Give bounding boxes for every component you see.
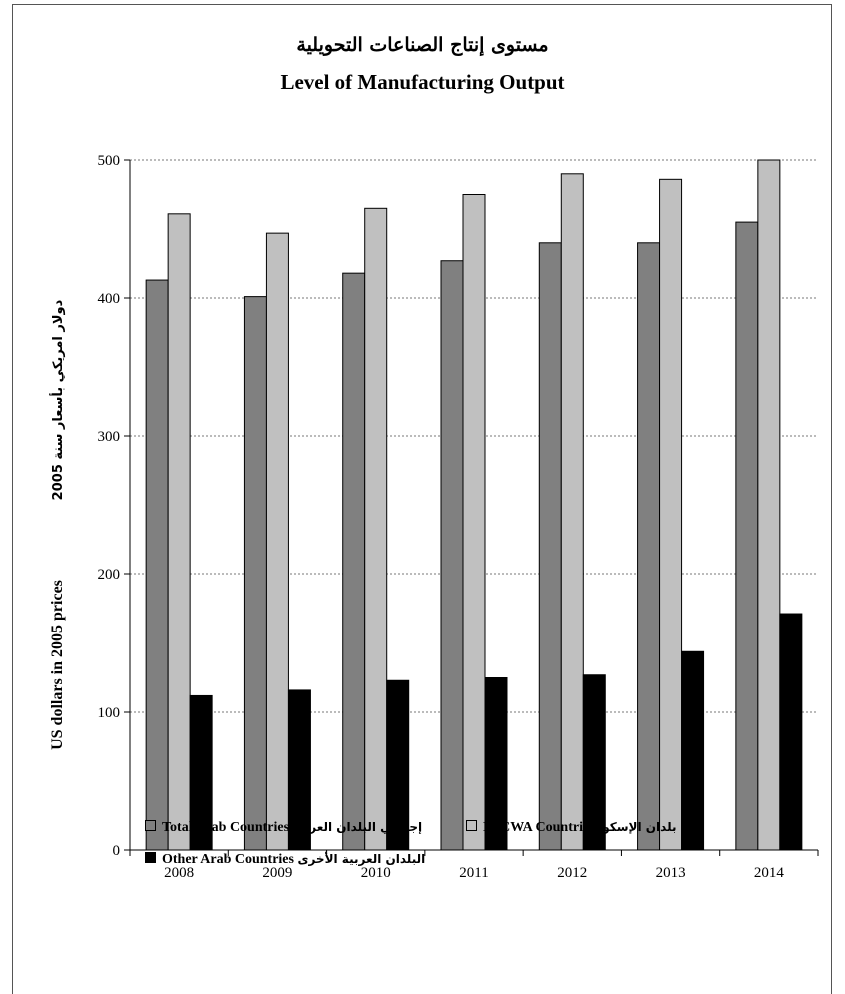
bar-other-arab-countries-2013 <box>681 650 705 851</box>
legend-label-total-arab-ar: إجمالي البلدان العربية <box>292 820 423 834</box>
bar-escwa-countries-2012 <box>560 173 584 851</box>
bar-escwa-countries-2010 <box>364 207 388 851</box>
legend-item-other-arab: Other Arab Countries البلدان العربية الأ… <box>145 852 425 868</box>
bar-total-arab-countries-2010 <box>342 272 366 851</box>
chart-title: مستوى إنتاج الصناعات التحويلية <box>296 34 549 56</box>
y-tick-label: 0 <box>113 843 121 859</box>
bar-total-arab-countries-2009 <box>243 296 267 851</box>
x-tick-label: 2013 <box>656 865 686 881</box>
legend-label-other-arab: Other Arab Countries <box>162 852 294 867</box>
legend-item-total-arab: Total Arab Countries إجمالي البلدان العر… <box>145 820 422 836</box>
bar-escwa-countries-2008 <box>167 213 191 851</box>
x-tick-label: 2011 <box>459 865 488 881</box>
y-tick-label: 100 <box>98 705 121 721</box>
chart-subtitle: Level of Manufacturing Output <box>280 70 565 94</box>
x-tick-label: 2008 <box>164 865 194 881</box>
y-tick-label: 200 <box>98 567 121 583</box>
bar-other-arab-countries-2010 <box>386 679 410 851</box>
y-axis-label-ar: دولار امريكي بأسعار سنة 2005 <box>49 299 66 500</box>
bar-other-arab-countries-2012 <box>582 674 606 851</box>
legend-swatch-escwa <box>466 820 477 831</box>
bar-other-arab-countries-2008 <box>189 694 213 851</box>
y-axis-label: US dollars in 2005 prices <box>49 580 66 750</box>
legend-swatch-total-arab <box>145 820 156 831</box>
bar-escwa-countries-2009 <box>265 232 289 851</box>
y-tick-label: 400 <box>98 291 121 307</box>
bar-other-arab-countries-2009 <box>287 689 311 851</box>
legend-label-escwa-ar: بلدان الإسكوا <box>598 820 677 834</box>
y-tick-label: 500 <box>98 153 121 169</box>
x-tick-label: 2009 <box>262 865 292 881</box>
bar-escwa-countries-2011 <box>462 194 486 851</box>
bar-escwa-countries-2013 <box>659 178 683 851</box>
bar-escwa-countries-2014 <box>757 159 781 851</box>
legend-item-escwa: ESCWA Countries بلدان الإسكوا <box>466 820 676 836</box>
bar-total-arab-countries-2013 <box>637 242 661 851</box>
bar-other-arab-countries-2014 <box>779 613 803 851</box>
x-tick-label: 2010 <box>361 865 391 881</box>
legend-label-escwa: ESCWA Countries <box>483 820 595 835</box>
bar-other-arab-countries-2011 <box>484 677 508 851</box>
legend-swatch-other-arab <box>145 852 156 863</box>
x-tick-label: 2014 <box>754 865 785 881</box>
legend-label-total-arab: Total Arab Countries <box>162 820 290 835</box>
y-tick-label: 300 <box>98 429 121 445</box>
bar-total-arab-countries-2014 <box>735 221 759 851</box>
legend-label-other-arab-ar: البلدان العربية الأخرى <box>297 852 426 866</box>
x-tick-label: 2012 <box>557 865 587 881</box>
bar-total-arab-countries-2011 <box>440 260 464 851</box>
bar-total-arab-countries-2012 <box>538 242 562 851</box>
bar-total-arab-countries-2008 <box>145 279 169 851</box>
